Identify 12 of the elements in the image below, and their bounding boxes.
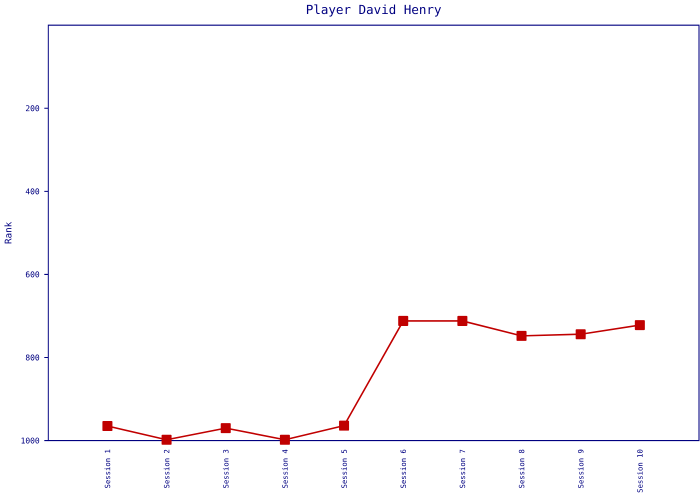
point xyxy=(516,330,527,341)
y-axis-title: Rank xyxy=(4,222,12,244)
point xyxy=(634,320,645,330)
point xyxy=(398,316,408,326)
point xyxy=(280,434,290,445)
point xyxy=(457,316,468,326)
point xyxy=(102,421,112,432)
point xyxy=(220,423,231,434)
chart-title: Player David Henry xyxy=(306,4,442,17)
point xyxy=(339,420,350,431)
point xyxy=(162,434,172,445)
point xyxy=(576,329,586,340)
